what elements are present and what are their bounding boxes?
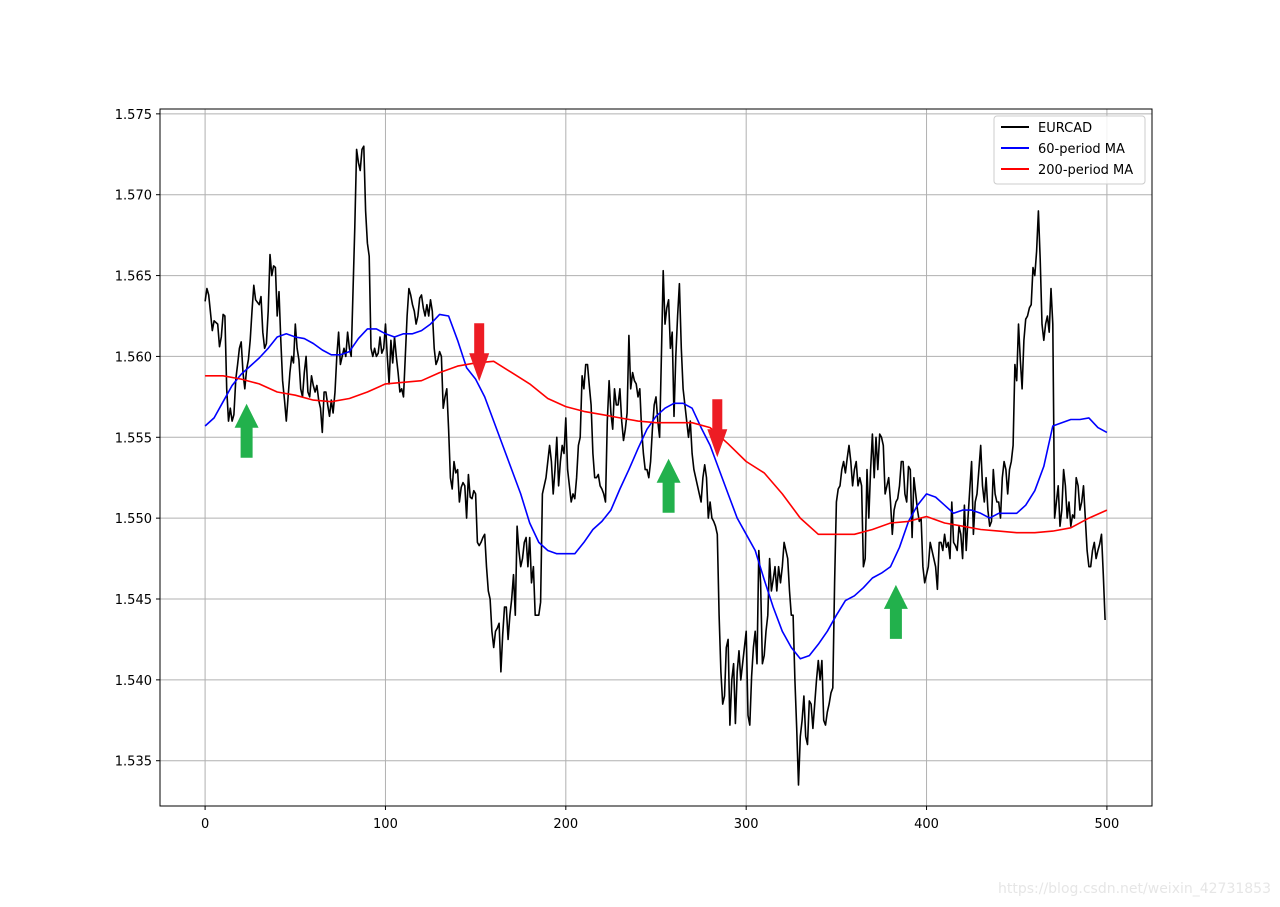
sell-arrow-2 xyxy=(469,323,490,382)
y-tick-label: 1.575 xyxy=(115,108,152,123)
x-tick-label: 400 xyxy=(914,817,939,832)
legend-label-1: EURCAD xyxy=(1038,121,1092,136)
x-axis: 0 100 200 300 400 500 xyxy=(201,806,1119,832)
legend-label-3: 200-period MA xyxy=(1038,163,1133,178)
buy-arrow-3 xyxy=(656,458,681,513)
buy-arrow-1 xyxy=(234,403,259,458)
y-tick-label: 1.545 xyxy=(115,593,152,608)
series-line-1 xyxy=(204,145,1106,786)
x-tick-label: 0 xyxy=(201,817,209,832)
series-lines xyxy=(204,145,1108,786)
y-tick-label: 1.535 xyxy=(115,755,152,770)
x-tick-label: 300 xyxy=(734,817,759,832)
y-tick-label: 1.540 xyxy=(115,674,152,689)
y-tick-label: 1.555 xyxy=(115,431,152,446)
y-tick-label: 1.550 xyxy=(115,512,152,527)
buy-arrow-5 xyxy=(883,584,908,639)
series-line-3 xyxy=(205,360,1108,536)
sell-arrow-4 xyxy=(707,399,728,458)
legend: EURCAD 60-period MA 200-period MA xyxy=(993,115,1146,185)
plot-frame xyxy=(159,108,1153,807)
y-tick-label: 1.570 xyxy=(115,189,152,204)
signal-arrows xyxy=(234,323,908,639)
y-tick-label: 1.560 xyxy=(115,350,152,365)
legend-box xyxy=(993,115,1146,185)
watermark-text: https://blog.csdn.net/weixin_42731853 xyxy=(997,881,1271,897)
series-line-2 xyxy=(204,313,1108,660)
x-tick-label: 100 xyxy=(373,817,398,832)
x-tick-label: 500 xyxy=(1094,817,1119,832)
x-tick-label: 200 xyxy=(553,817,578,832)
legend-label-2: 60-period MA xyxy=(1038,142,1125,157)
y-tick-label: 1.565 xyxy=(115,270,152,285)
y-axis: 1.535 1.540 1.545 1.550 1.555 1.560 1.565 1.570… xyxy=(115,108,160,770)
grid-lines xyxy=(160,109,1152,806)
